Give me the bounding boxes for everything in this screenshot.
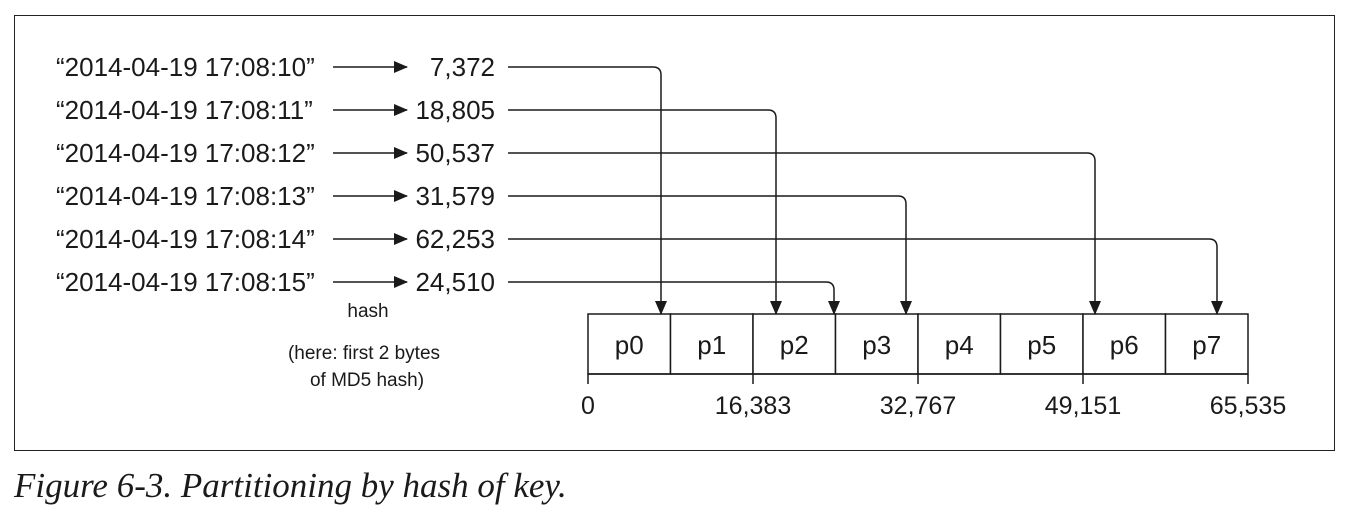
axis-tick-label: 49,151 (1045, 392, 1121, 420)
axis-tick-label: 65,535 (1210, 392, 1286, 420)
partition-assignment-arrow (508, 281, 840, 315)
hash-value: 50,537 (415, 138, 495, 168)
partition-box-p7 (1164, 313, 1249, 375)
partition-label-p5: p5 (1027, 330, 1056, 360)
hash-value: 18,805 (415, 95, 495, 125)
partition-label-p6: p6 (1110, 330, 1139, 360)
partition-assignment-arrow (508, 195, 912, 315)
partition-label-p7: p7 (1192, 330, 1221, 360)
key-text: “2014-04-19 17:08:11” (56, 95, 313, 125)
partition-box-p6 (1082, 313, 1167, 375)
partition-assignment-arrow (508, 66, 667, 315)
partition-assignment-arrow (508, 238, 1223, 315)
figure-caption: Figure 6-3. Partitioning by hash of key. (14, 466, 567, 505)
partition-label-p0: p0 (615, 330, 644, 360)
hash-partitioning-diagram: “2014-04-19 17:08:10” 7,372 “2014-04-19 17… (56, 52, 1286, 420)
partition-box-p1 (669, 313, 754, 375)
axis-tick-label: 0 (581, 392, 595, 420)
hash-value: 31,579 (415, 181, 495, 211)
hash-value: 62,253 (415, 224, 495, 254)
partition-label-p1: p1 (697, 330, 726, 360)
key-text: “2014-04-19 17:08:13” (56, 181, 315, 211)
hash-note-line-2: of MD5 hash) (310, 370, 424, 391)
partition-label-p3: p3 (862, 330, 891, 360)
hash-label: hash (347, 301, 388, 322)
partition-label-p4: p4 (945, 330, 974, 360)
key-text: “2014-04-19 17:08:14” (56, 224, 315, 254)
partition-assignment-arrow (508, 152, 1101, 315)
axis-tick-label: 16,383 (715, 392, 791, 420)
partition-assignment-arrow (508, 109, 782, 315)
axis-tick-label: 32,767 (880, 392, 956, 420)
hash-note-line-1: (here: first 2 bytes (288, 343, 440, 364)
figure-frame (14, 15, 1335, 451)
key-text: “2014-04-19 17:08:10” (56, 52, 315, 82)
partition-box-p0 (587, 313, 672, 375)
hash-value: 7,372 (430, 52, 495, 82)
hash-value: 24,510 (415, 267, 495, 297)
key-text: “2014-04-19 17:08:15” (56, 267, 315, 297)
key-text: “2014-04-19 17:08:12” (56, 138, 315, 168)
partition-label-p2: p2 (780, 330, 809, 360)
